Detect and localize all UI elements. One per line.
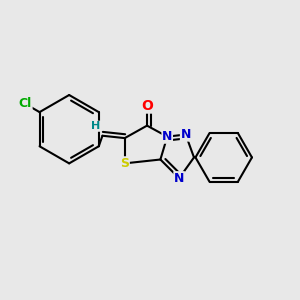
Text: N: N [174, 172, 184, 185]
Text: N: N [181, 128, 191, 141]
Text: S: S [120, 157, 129, 170]
Text: N: N [162, 130, 172, 143]
Text: O: O [141, 99, 153, 113]
Text: Cl: Cl [19, 98, 32, 110]
Text: H: H [91, 121, 101, 131]
